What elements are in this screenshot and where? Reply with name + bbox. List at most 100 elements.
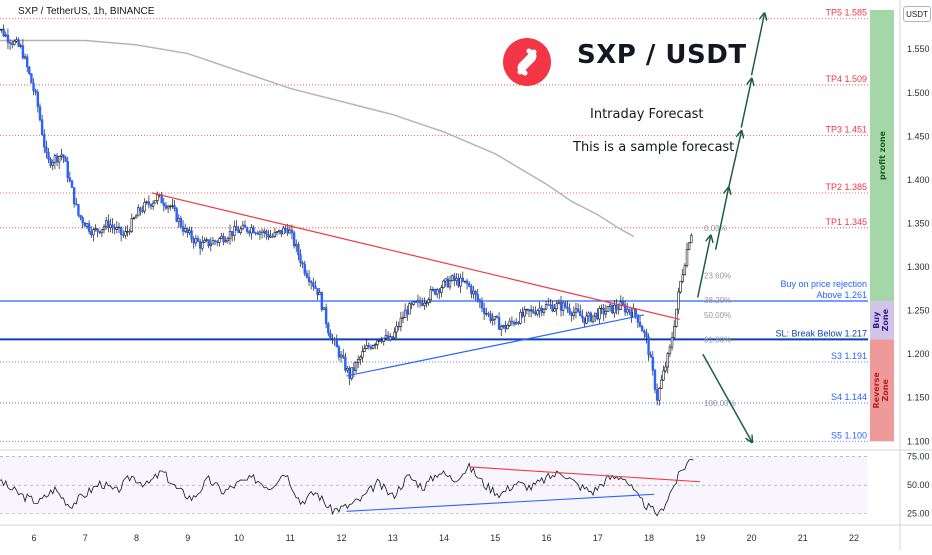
time-tick-6: 12 — [336, 533, 346, 543]
trendline-1 — [347, 315, 644, 376]
candle-body-202 — [423, 303, 425, 305]
candle-body-186 — [389, 337, 391, 340]
candle-body-266 — [560, 302, 562, 310]
candle-body-19 — [33, 83, 35, 91]
forecast-arrow-5 — [703, 354, 752, 441]
candle-body-289 — [609, 305, 611, 307]
candle-body-122 — [253, 228, 255, 233]
candle-body-17 — [28, 67, 30, 74]
candle-body-49 — [97, 229, 99, 232]
candle-body-103 — [212, 241, 214, 244]
candle-body-318 — [671, 338, 673, 347]
candle-body-56 — [112, 225, 114, 227]
candle-body-223 — [468, 283, 470, 286]
level-label-1: TP4 1.509 — [825, 74, 867, 84]
candle-body-104 — [214, 241, 216, 242]
candle-body-304 — [641, 326, 643, 331]
candle-body-165 — [344, 357, 346, 370]
fib-label-3: 50.00% — [704, 311, 731, 320]
price-tick-4: 1.300 — [907, 262, 930, 272]
candle-body-32 — [60, 155, 62, 156]
candle-body-184 — [385, 336, 387, 339]
candle-body-323 — [682, 275, 684, 282]
price-tick-0: 1.100 — [907, 436, 930, 446]
candle-body-314 — [663, 371, 665, 380]
candle-body-25 — [45, 147, 47, 152]
candle-body-106 — [218, 238, 220, 242]
candle-body-265 — [558, 302, 560, 303]
candle-body-261 — [549, 305, 551, 306]
candle-body-198 — [415, 302, 417, 303]
candle-body-251 — [528, 309, 530, 311]
price-tick-5: 1.350 — [907, 218, 930, 228]
candle-body-88 — [180, 218, 182, 226]
candle-body-85 — [174, 206, 176, 209]
candle-body-65 — [131, 218, 133, 231]
candle-body-67 — [135, 216, 137, 218]
note-line-1: Intraday Forecast — [590, 107, 704, 122]
candle-body-264 — [556, 304, 558, 309]
candle-body-47 — [92, 230, 94, 235]
candle-body-114 — [236, 226, 238, 230]
candle-body-324 — [684, 266, 686, 275]
fib-label-0: 0.00% — [704, 224, 727, 233]
price-tick-8: 1.500 — [907, 88, 930, 98]
time-tick-8: 14 — [439, 533, 449, 543]
candle-body-63 — [127, 231, 129, 232]
level-label-7: S3 1.191 — [831, 351, 867, 361]
candle-body-207 — [434, 289, 436, 294]
candle-body-298 — [628, 309, 630, 312]
fib-label-1: 23.60% — [704, 272, 731, 281]
candle-body-179 — [374, 345, 376, 346]
candle-body-74 — [150, 204, 152, 206]
candle-body-62 — [124, 232, 126, 235]
candle-body-319 — [673, 326, 675, 337]
candle-body-188 — [394, 332, 396, 338]
candle-body-102 — [210, 244, 212, 246]
candle-body-245 — [515, 322, 517, 324]
candle-body-250 — [526, 309, 528, 310]
candle-body-215 — [451, 276, 453, 281]
candle-body-270 — [569, 309, 571, 313]
time-tick-7: 13 — [388, 533, 398, 543]
time-tick-12: 18 — [644, 533, 654, 543]
candle-body-158 — [329, 333, 331, 339]
candle-body-77 — [157, 195, 159, 201]
candle-body-136 — [283, 228, 285, 234]
candle-body-23 — [41, 120, 43, 135]
candle-body-5 — [3, 29, 5, 36]
candle-body-68 — [137, 208, 139, 216]
forecast-arrow-1 — [716, 189, 729, 250]
candle-body-279 — [588, 313, 590, 316]
candle-body-303 — [639, 322, 641, 326]
candle-body-8 — [9, 42, 11, 43]
fib-label-2: 38.20% — [704, 296, 731, 305]
candle-body-235 — [494, 316, 496, 319]
candle-body-205 — [430, 290, 432, 300]
price-tick-1: 1.150 — [907, 393, 930, 403]
candle-body-29 — [54, 156, 56, 163]
candle-body-195 — [409, 304, 411, 314]
candle-body-120 — [248, 232, 250, 234]
candle-body-292 — [616, 305, 618, 309]
candle-body-134 — [278, 230, 280, 232]
time-tick-16: 22 — [849, 533, 859, 543]
candle-body-233 — [490, 314, 492, 321]
candle-body-210 — [441, 288, 443, 293]
candle-body-42 — [82, 218, 84, 223]
candle-body-263 — [554, 309, 556, 311]
level-label-5: Above 1.261 — [816, 290, 867, 300]
candle-body-237 — [498, 318, 500, 330]
candle-body-243 — [511, 321, 513, 322]
candle-body-315 — [665, 367, 667, 371]
candle-body-193 — [404, 310, 406, 317]
candle-body-297 — [626, 309, 628, 312]
candle-body-80 — [163, 203, 165, 205]
currency-button[interactable]: USDT — [903, 6, 931, 22]
candle-body-160 — [334, 339, 336, 340]
candle-body-191 — [400, 318, 402, 326]
candle-body-260 — [547, 305, 549, 306]
candle-body-222 — [466, 281, 468, 283]
